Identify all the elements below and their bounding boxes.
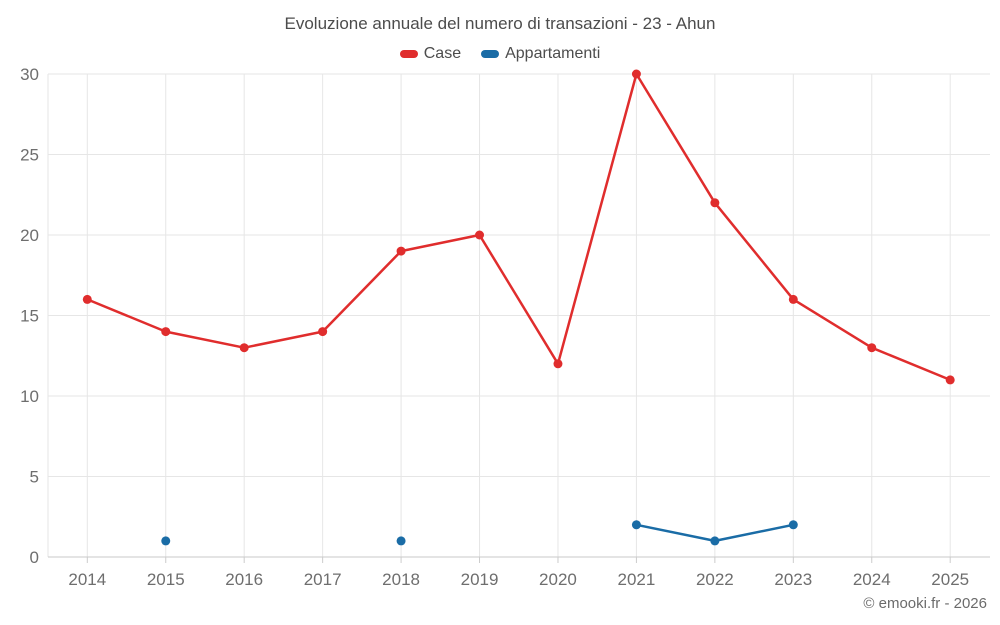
copyright-footer: © emooki.fr - 2026	[863, 595, 987, 612]
series-point-case[interactable]	[553, 359, 563, 369]
legend-swatch-appartamenti-icon	[481, 50, 500, 58]
x-tick-label: 2025	[931, 570, 969, 589]
legend: Case Appartamenti	[0, 45, 1000, 63]
series-point-case[interactable]	[161, 327, 171, 337]
legend-swatch-case-icon	[399, 50, 418, 58]
series-point-appartamenti[interactable]	[788, 520, 798, 530]
y-tick-label: 20	[20, 226, 39, 245]
x-tick-label: 2014	[68, 570, 106, 589]
series-point-case[interactable]	[396, 246, 406, 256]
series-point-case[interactable]	[631, 69, 641, 79]
y-tick-label: 25	[20, 146, 39, 165]
series-point-case[interactable]	[475, 230, 485, 240]
x-tick-label: 2021	[618, 570, 656, 589]
series-line-case	[86, 72, 952, 382]
y-tick-label: 30	[20, 65, 39, 84]
x-tick-label: 2015	[147, 570, 185, 589]
series-point-case[interactable]	[867, 343, 877, 353]
legend-item-case[interactable]: Case	[399, 45, 462, 63]
legend-label-appartamenti: Appartamenti	[505, 45, 601, 62]
series-point-case[interactable]	[239, 343, 249, 353]
legend-label-case: Case	[423, 45, 462, 62]
series-point-case[interactable]	[82, 294, 92, 304]
y-tick-label: 5	[30, 468, 39, 487]
series-point-appartamenti[interactable]	[710, 536, 720, 546]
x-tick-label: 2020	[539, 570, 577, 589]
y-tick-label: 10	[20, 387, 39, 406]
series-point-case[interactable]	[318, 327, 328, 337]
legend-item-appartamenti[interactable]: Appartamenti	[481, 45, 600, 63]
chart-title: Evoluzione annuale del numero di transaz…	[284, 14, 716, 33]
series-point-appartamenti[interactable]	[631, 520, 641, 530]
x-tick-label: 2019	[461, 570, 499, 589]
series-point-case[interactable]	[788, 294, 798, 304]
series-point-case[interactable]	[945, 375, 955, 385]
y-tick-label: 0	[30, 548, 39, 567]
x-tick-label: 2017	[304, 570, 342, 589]
x-tick-label: 2024	[853, 570, 891, 589]
x-tick-label: 2022	[696, 570, 734, 589]
x-tick-label: 2018	[382, 570, 420, 589]
x-tick-label: 2023	[774, 570, 812, 589]
series-point-appartamenti[interactable]	[161, 536, 171, 546]
y-tick-label: 15	[20, 307, 39, 326]
x-tick-label: 2016	[225, 570, 263, 589]
series-point-case[interactable]	[710, 198, 720, 208]
series-point-appartamenti[interactable]	[396, 536, 406, 546]
